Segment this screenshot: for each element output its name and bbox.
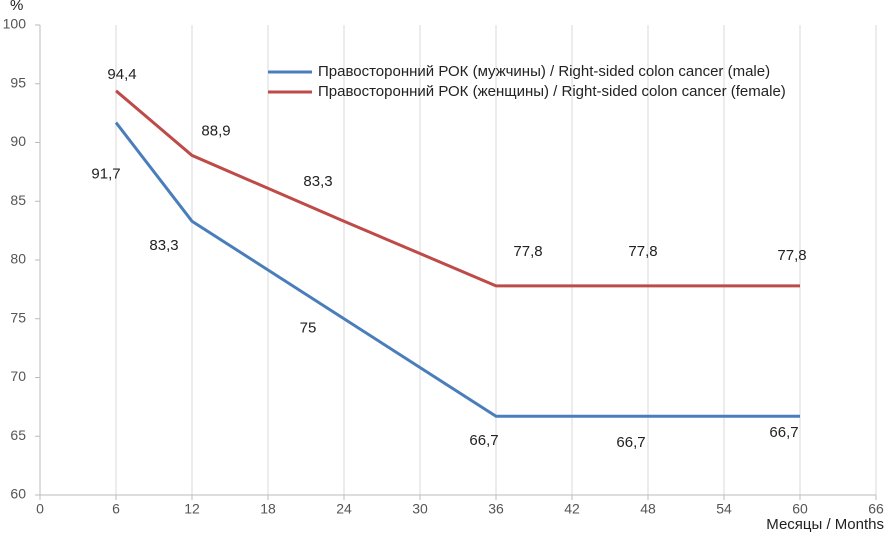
x-tick-label: 66 (868, 501, 884, 517)
data-label: 66,7 (469, 432, 498, 449)
data-label: 94,4 (107, 66, 136, 83)
data-label: 66,7 (769, 424, 798, 441)
data-label: 77,8 (513, 243, 542, 260)
y-tick-label: 90 (10, 133, 26, 149)
data-label: 66,7 (616, 434, 645, 451)
y-tick-label: 85 (10, 192, 26, 208)
data-label: 77,8 (777, 247, 806, 264)
data-label: 91,7 (91, 165, 120, 182)
x-tick-label: 6 (112, 501, 120, 517)
y-tick-label: 65 (10, 427, 26, 443)
x-tick-label: 54 (716, 501, 732, 517)
x-tick-label: 18 (260, 501, 276, 517)
data-label: 77,8 (628, 243, 657, 260)
y-tick-label: 95 (10, 74, 26, 90)
data-label: 83,3 (303, 173, 332, 190)
y-tick-label: 100 (3, 16, 27, 32)
y-tick-label: 75 (10, 309, 26, 325)
data-label: 88,9 (201, 122, 230, 139)
legend-label: Правосторонний РОК (женщины) / Right-sid… (318, 83, 786, 100)
y-tick-label: 70 (10, 368, 26, 384)
x-tick-label: 24 (336, 501, 352, 517)
y-tick-label: 60 (10, 486, 26, 502)
x-tick-label: 42 (564, 501, 580, 517)
y-tick-label: 80 (10, 251, 26, 267)
x-tick-label: 30 (412, 501, 428, 517)
x-tick-label: 36 (488, 501, 504, 517)
series-line (115, 89, 800, 288)
legend-label: Правосторонний РОК (мужчины) / Right-sid… (318, 63, 770, 80)
data-label: 83,3 (149, 237, 178, 254)
x-tick-label: 48 (640, 501, 656, 517)
x-tick-label: 0 (36, 501, 44, 517)
data-label: 75 (300, 320, 317, 337)
y-axis-label: % (10, 0, 23, 14)
series-line (114, 121, 800, 418)
x-axis-label: Месяцы / Months (766, 516, 884, 533)
x-tick-label: 12 (184, 501, 200, 517)
x-tick-label: 60 (792, 501, 808, 517)
